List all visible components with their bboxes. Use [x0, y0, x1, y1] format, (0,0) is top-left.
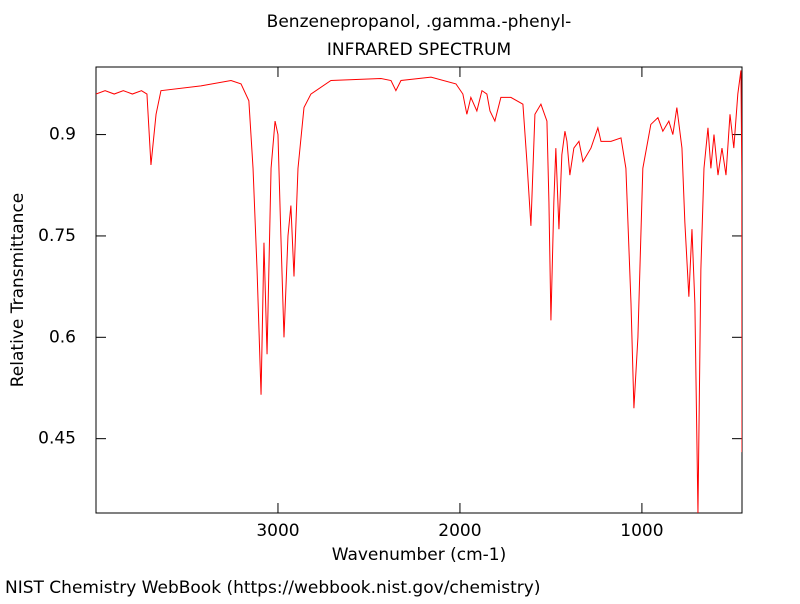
chart-subtitle: INFRARED SPECTRUM [327, 40, 511, 60]
x-tick-label: 2000 [438, 521, 481, 541]
y-tick-label: 0.9 [49, 125, 76, 145]
plot-frame [95, 66, 743, 514]
y-tick-label: 0.45 [38, 429, 76, 449]
y-tick-label: 0.75 [38, 226, 76, 246]
y-axis-label: Relative Transmittance [8, 193, 28, 388]
x-axis-label: Wavenumber (cm-1) [332, 545, 507, 565]
x-tick-label: 3000 [256, 521, 299, 541]
x-tick-label: 1000 [620, 521, 663, 541]
y-tick-label: 0.6 [49, 327, 76, 347]
chart-title: Benzenepropanol, .gamma.-phenyl- [267, 12, 572, 32]
source-note: NIST Chemistry WebBook (https://webbook.… [5, 578, 540, 598]
spectrum-line [96, 70, 742, 513]
